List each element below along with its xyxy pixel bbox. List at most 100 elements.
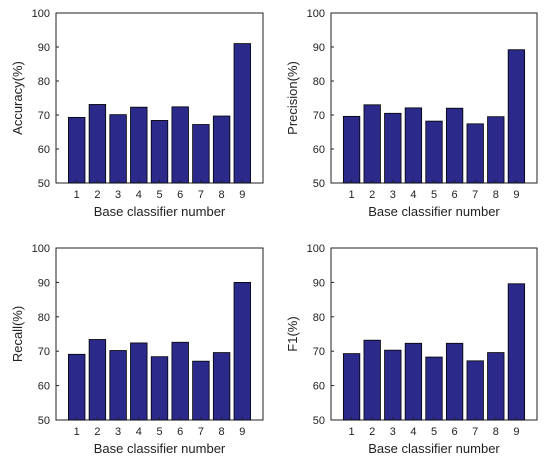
- accuracy-bar-8: [212, 115, 231, 184]
- f1-y-tick-label: 60: [313, 381, 325, 393]
- recall-bar-6: [171, 341, 189, 421]
- f1-y-tick-label: 90: [313, 277, 325, 289]
- precision-x-tick-label: 2: [369, 189, 375, 201]
- recall-bar-3: [109, 350, 127, 421]
- precision-x-axis-label: Base classifier number: [368, 204, 500, 219]
- f1-y-tick-label: 100: [307, 243, 325, 255]
- recall-y-tick-label: 90: [38, 277, 50, 289]
- f1-bar-3: [384, 349, 402, 421]
- f1-x-axis-label: Base classifier number: [368, 441, 500, 456]
- accuracy-y-tick-label: 100: [32, 8, 50, 20]
- precision-bar-3: [384, 112, 402, 184]
- f1-bar-9: [507, 283, 526, 421]
- accuracy-bar-2: [88, 104, 107, 184]
- accuracy-x-tick-label: 3: [115, 189, 121, 201]
- precision-x-tick-label: 8: [493, 189, 499, 201]
- precision-bar-4: [404, 107, 423, 184]
- f1-bar-5: [425, 356, 443, 421]
- accuracy-y-tick-label: 80: [38, 76, 50, 88]
- accuracy-bar-6: [171, 106, 189, 184]
- accuracy-bar-5: [150, 120, 169, 184]
- precision-y-tick-label: 90: [313, 42, 325, 54]
- f1-x-tick-label: 3: [390, 426, 396, 438]
- accuracy-x-tick-label: 2: [94, 189, 100, 201]
- precision-bar-7: [466, 123, 484, 184]
- f1-x-tick-label: 4: [410, 426, 416, 438]
- accuracy-bar-4: [130, 106, 148, 184]
- accuracy-y-axis-label: Accuracy(%): [10, 61, 25, 135]
- precision-bar-1: [342, 115, 361, 184]
- recall-y-tick-label: 70: [38, 346, 50, 358]
- recall-bar-2: [88, 339, 107, 421]
- chart-f1: 1 2 3 4 5 6 7 8 9 50 60 70 80 90 100 Base classifier nu…: [285, 243, 538, 456]
- recall-y-tick-label: 60: [38, 381, 50, 393]
- accuracy-bar-3: [109, 114, 127, 184]
- precision-bar-8: [487, 116, 505, 184]
- recall-x-tick-label: 8: [219, 426, 225, 438]
- recall-x-tick-label: 1: [74, 426, 80, 438]
- recall-x-tick-label: 4: [136, 426, 142, 438]
- accuracy-y-tick-label: 90: [38, 42, 50, 54]
- precision-y-tick-label: 60: [313, 144, 325, 156]
- accuracy-bar-7: [192, 124, 210, 184]
- precision-bar-5: [425, 120, 443, 184]
- accuracy-x-tick-label: 4: [136, 189, 142, 201]
- precision-bar-9: [507, 49, 526, 184]
- f1-x-tick-label: 8: [493, 426, 499, 438]
- recall-x-tick-label: 5: [156, 426, 162, 438]
- f1-x-tick-label: 9: [513, 426, 519, 438]
- f1-x-tick-label: 1: [349, 426, 355, 438]
- recall-x-tick-label: 2: [94, 426, 100, 438]
- recall-y-tick-label: 80: [38, 312, 50, 324]
- accuracy-x-tick-label: 7: [198, 189, 204, 201]
- f1-x-tick-label: 5: [431, 426, 437, 438]
- f1-bar-1: [342, 353, 361, 421]
- f1-x-tick-label: 2: [369, 426, 375, 438]
- accuracy-x-tick-label: 8: [219, 189, 225, 201]
- f1-bar-7: [466, 360, 484, 421]
- recall-y-tick-label: 50: [38, 415, 50, 427]
- accuracy-y-tick-label: 70: [38, 110, 50, 122]
- precision-y-tick-label: 70: [313, 110, 325, 122]
- chart-accuracy: 1 2 3 4 5 6 7 8 9 50 60 70 80 90 100 Base classifier nu…: [10, 8, 264, 219]
- precision-x-tick-label: 6: [452, 189, 458, 201]
- accuracy-y-tick-label: 50: [38, 178, 50, 190]
- precision-x-tick-label: 4: [410, 189, 416, 201]
- precision-y-tick-label: 80: [313, 76, 325, 88]
- f1-y-tick-label: 50: [313, 415, 325, 427]
- f1-bar-6: [445, 342, 464, 421]
- f1-y-axis-label: F1(%): [285, 316, 300, 351]
- recall-x-tick-label: 6: [177, 426, 183, 438]
- precision-x-tick-label: 7: [472, 189, 478, 201]
- recall-x-tick-label: 7: [198, 426, 204, 438]
- f1-bar-4: [404, 342, 423, 421]
- precision-bar-6: [445, 107, 464, 184]
- precision-x-tick-label: 9: [513, 189, 519, 201]
- chart-recall: 1 2 3 4 5 6 7 8 9 50 60 70 80 90 100 Base classifier nu…: [10, 243, 264, 456]
- recall-bar-4: [130, 342, 148, 421]
- precision-bar-2: [363, 104, 381, 184]
- f1-x-tick-label: 7: [472, 426, 478, 438]
- f1-bar-8: [487, 352, 505, 421]
- recall-bar-1: [68, 353, 86, 421]
- accuracy-x-tick-label: 5: [156, 189, 162, 201]
- precision-x-tick-label: 3: [390, 189, 396, 201]
- accuracy-x-axis-label: Base classifier number: [94, 204, 226, 219]
- precision-x-tick-label: 5: [431, 189, 437, 201]
- recall-x-tick-label: 9: [239, 426, 245, 438]
- recall-bar-5: [150, 356, 169, 421]
- f1-bar-2: [363, 339, 381, 421]
- precision-x-tick-label: 1: [349, 189, 355, 201]
- recall-bar-8: [212, 352, 231, 421]
- precision-y-tick-label: 50: [313, 178, 325, 190]
- recall-bar-7: [192, 360, 210, 421]
- recall-bar-9: [233, 281, 251, 421]
- f1-y-tick-label: 70: [313, 346, 325, 358]
- accuracy-x-tick-label: 9: [239, 189, 245, 201]
- accuracy-x-tick-label: 6: [177, 189, 183, 201]
- recall-y-tick-label: 100: [32, 243, 50, 255]
- recall-x-axis-label: Base classifier number: [94, 441, 226, 456]
- accuracy-y-tick-label: 60: [38, 144, 50, 156]
- f1-x-tick-label: 6: [452, 426, 458, 438]
